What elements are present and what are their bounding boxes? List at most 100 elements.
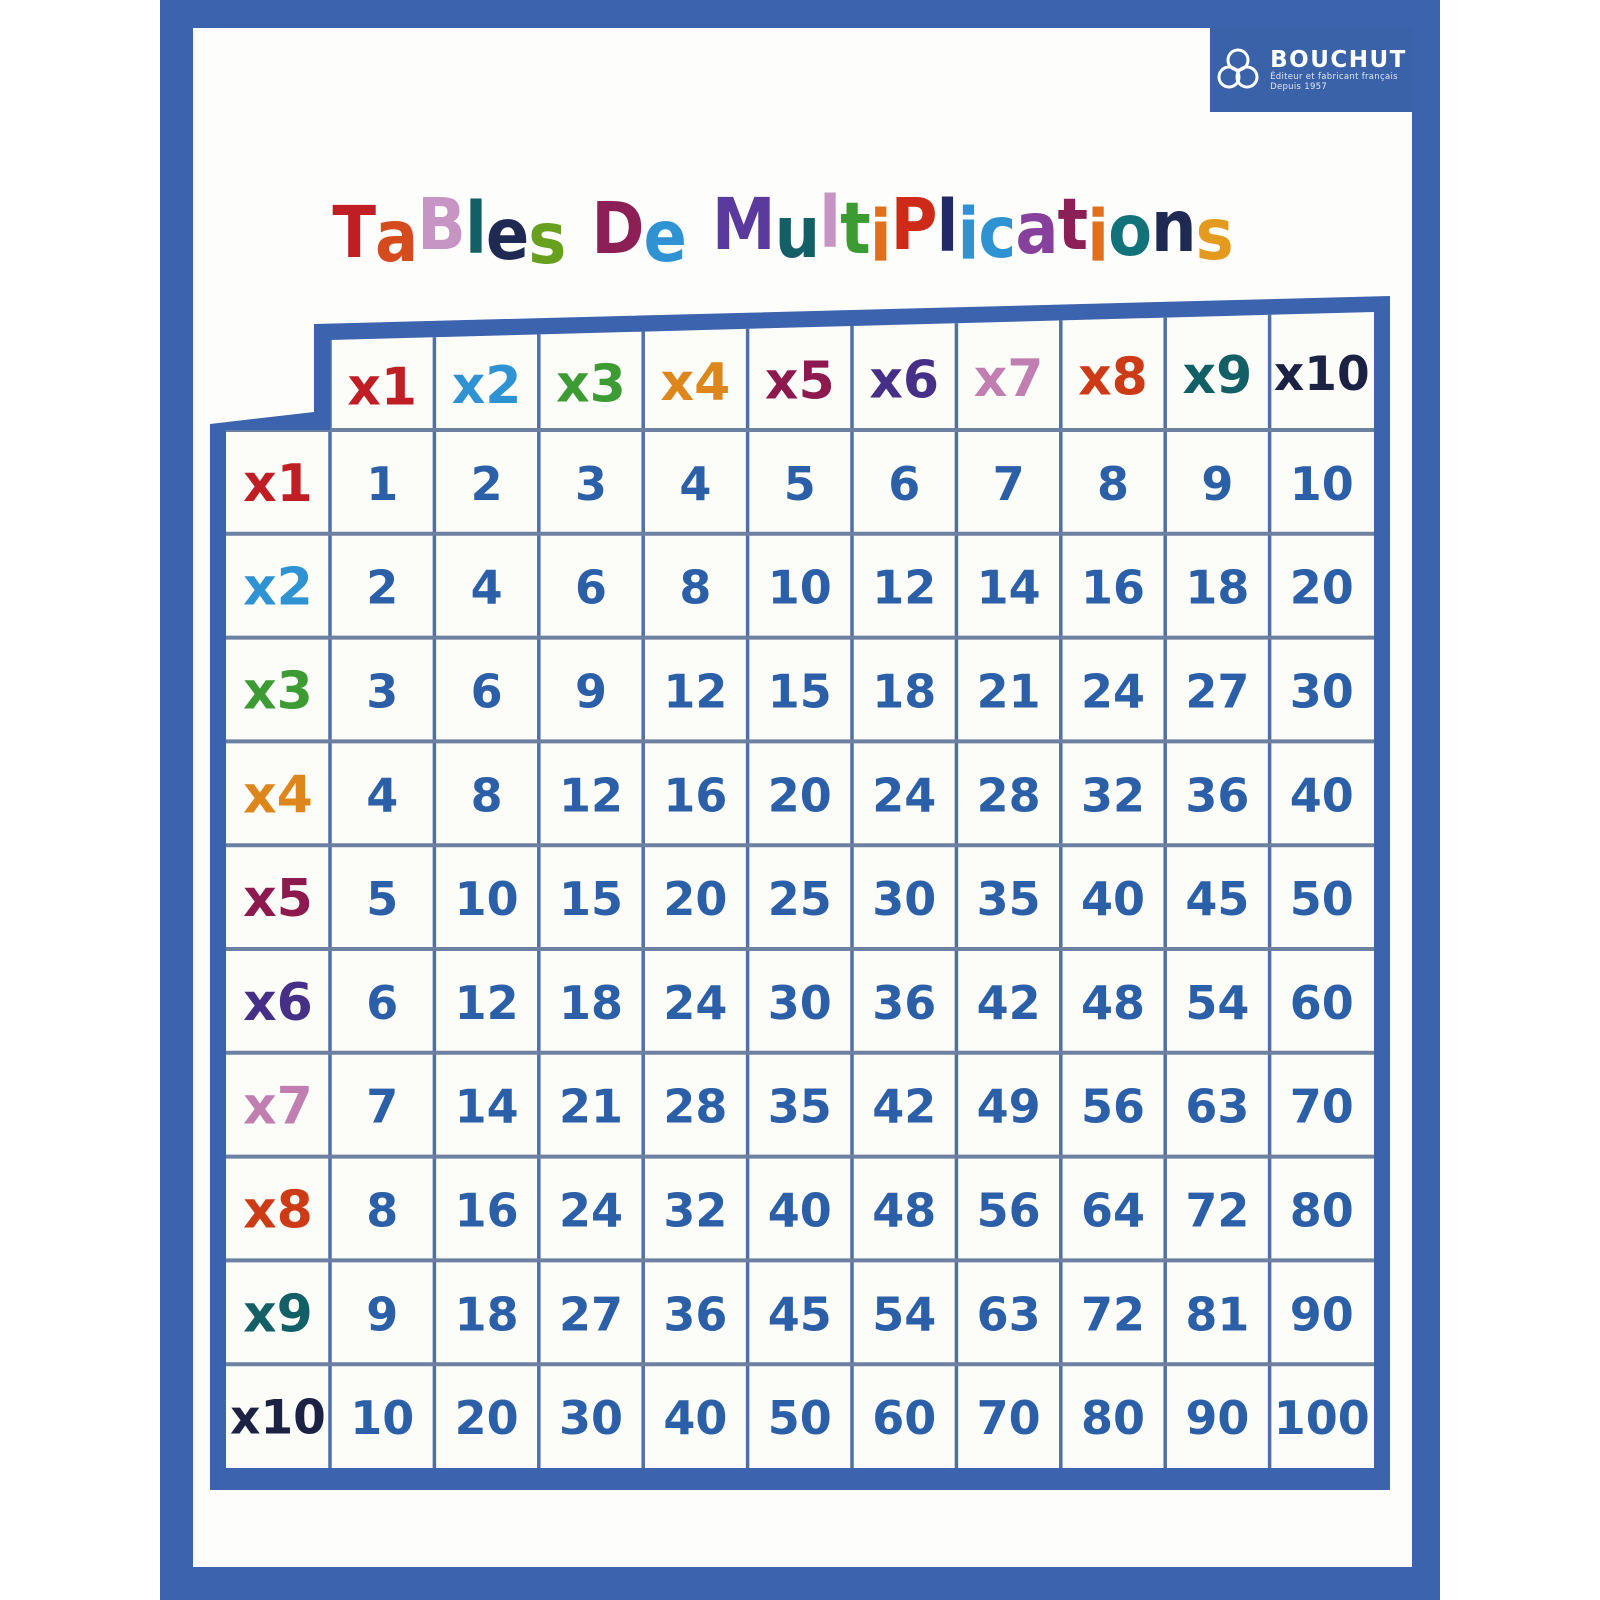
table-cell-value: 14 <box>455 1080 519 1134</box>
title-letter: s <box>528 197 566 281</box>
table-cell-value: 6 <box>575 561 607 615</box>
table-cell-value: 35 <box>977 872 1041 926</box>
table-cell-value: 8 <box>1097 457 1129 511</box>
table-cell-value: 30 <box>559 1391 623 1445</box>
table-cell-value: 24 <box>559 1184 623 1238</box>
table-cell-value: 40 <box>663 1391 727 1445</box>
table-cell-value: 56 <box>977 1184 1041 1238</box>
table-cell-value: 6 <box>888 457 920 511</box>
table-cell-value: 16 <box>663 768 727 822</box>
title-letter: i <box>957 193 979 277</box>
poster-title: TaBles De MultiPlications <box>193 182 1372 281</box>
row-header-label: x8 <box>243 1181 313 1241</box>
table-cell-value: 54 <box>872 1287 936 1341</box>
table-cell-value: 45 <box>1185 872 1249 926</box>
title-letter: t <box>1057 183 1089 267</box>
title-letter: a <box>1015 187 1058 271</box>
table-cell-value: 6 <box>366 976 398 1030</box>
table-cell-value: 10 <box>455 872 519 926</box>
title-letter: M <box>711 183 776 267</box>
column-header-label: x9 <box>1183 346 1253 406</box>
row-header-label: x5 <box>243 869 313 929</box>
table-cell-value: 70 <box>977 1391 1041 1445</box>
table-cell-value: 60 <box>872 1391 936 1445</box>
title-letter: c <box>978 191 1016 275</box>
title-letter: l <box>936 185 959 269</box>
title-letter: B <box>417 183 466 267</box>
table-cell-value: 24 <box>1081 665 1145 719</box>
table-cell-value: 5 <box>366 872 398 926</box>
table-cell-value: 12 <box>872 561 936 615</box>
table-cell-value: 36 <box>872 976 936 1030</box>
title-letter: l <box>464 187 487 271</box>
table-cell-value: 3 <box>366 665 398 719</box>
title-letter: D <box>591 187 644 271</box>
title-letter: l <box>819 181 841 265</box>
table-cell-value: 28 <box>977 768 1041 822</box>
multiplication-table-svg: x1 x2 x3 x4 x5 x6 x7 x8 x9 x10 x1 x2 x3 x4 x5 x6 x7 x8 x9 x… <box>210 296 1390 1490</box>
table-cell-value: 50 <box>1290 872 1354 926</box>
table-cell-value: 28 <box>663 1080 727 1134</box>
poster: BOUCHUT Éditeur et fabricant français De… <box>160 0 1440 1600</box>
table-cell-value: 30 <box>872 872 936 926</box>
table-cell-value: 6 <box>471 665 503 719</box>
row-header-label: x3 <box>243 662 313 722</box>
title-letter: u <box>774 191 821 275</box>
brand-logo-icon <box>1217 48 1259 89</box>
title-letter: e <box>643 195 687 279</box>
column-header-label: x3 <box>556 355 626 415</box>
title-letter: P <box>890 183 938 267</box>
table-cell-value: 8 <box>679 561 711 615</box>
row-header-label: x4 <box>243 765 313 825</box>
title-letter: o <box>1108 189 1152 273</box>
table-frame <box>210 296 1390 1490</box>
table-cell-value: 54 <box>1185 976 1249 1030</box>
table-cell-value: 18 <box>872 665 936 719</box>
column-header-label: x10 <box>1274 347 1370 402</box>
table-cell-value: 27 <box>559 1287 623 1341</box>
table-cell-value: 10 <box>350 1391 414 1445</box>
column-header-label: x4 <box>661 353 731 413</box>
table-cell-value: 40 <box>1290 768 1354 822</box>
title-letter: a <box>374 195 418 279</box>
table-cell-value: 32 <box>663 1184 727 1238</box>
column-header-label: x7 <box>974 349 1044 409</box>
brand-name: BOUCHUT <box>1270 47 1407 74</box>
table-cell-value: 12 <box>455 976 519 1030</box>
table-cell-value: 24 <box>663 976 727 1030</box>
table-cell-value: 10 <box>768 561 832 615</box>
table-cell-value: 7 <box>993 457 1025 511</box>
table-cell-value: 9 <box>1201 457 1233 511</box>
table-cell-value: 56 <box>1081 1080 1145 1134</box>
table-cell-value: 90 <box>1290 1287 1354 1341</box>
table-cell-value: 21 <box>559 1080 623 1134</box>
table-cell-value: 48 <box>872 1184 936 1238</box>
table-cell-value: 7 <box>366 1080 398 1134</box>
table-cell-value: 20 <box>768 768 832 822</box>
column-header-label: x5 <box>765 352 835 412</box>
title-letter: T <box>332 191 376 275</box>
title-letter: t <box>840 187 871 271</box>
table-cell-value: 72 <box>1185 1184 1249 1238</box>
column-header-label: x2 <box>452 356 522 416</box>
brand-logo: BOUCHUT Éditeur et fabricant français De… <box>1210 28 1412 112</box>
table-cell-value: 21 <box>977 665 1041 719</box>
table-cell-value: 4 <box>679 457 711 511</box>
table-cell-value: 9 <box>366 1287 398 1341</box>
table-cell-value: 15 <box>768 665 832 719</box>
table-cell-value: 32 <box>1081 768 1145 822</box>
table-cell-value: 42 <box>977 976 1041 1030</box>
table-cell-value: 12 <box>663 665 727 719</box>
table-cell-value: 80 <box>1081 1391 1145 1445</box>
table-cell-value: 9 <box>575 665 607 719</box>
table-cell-value: 63 <box>1185 1080 1249 1134</box>
table-cell-value: 100 <box>1274 1391 1370 1445</box>
table-cell-value: 16 <box>1081 561 1145 615</box>
table-cell-value: 20 <box>663 872 727 926</box>
table-cell-value: 64 <box>1081 1184 1145 1238</box>
table-cell-value: 15 <box>559 872 623 926</box>
brand-tagline-since: Depuis 1957 <box>1270 82 1328 93</box>
row-header-label: x1 <box>243 454 313 514</box>
table-cell-value: 36 <box>663 1287 727 1341</box>
title-letter: s <box>1195 193 1234 277</box>
